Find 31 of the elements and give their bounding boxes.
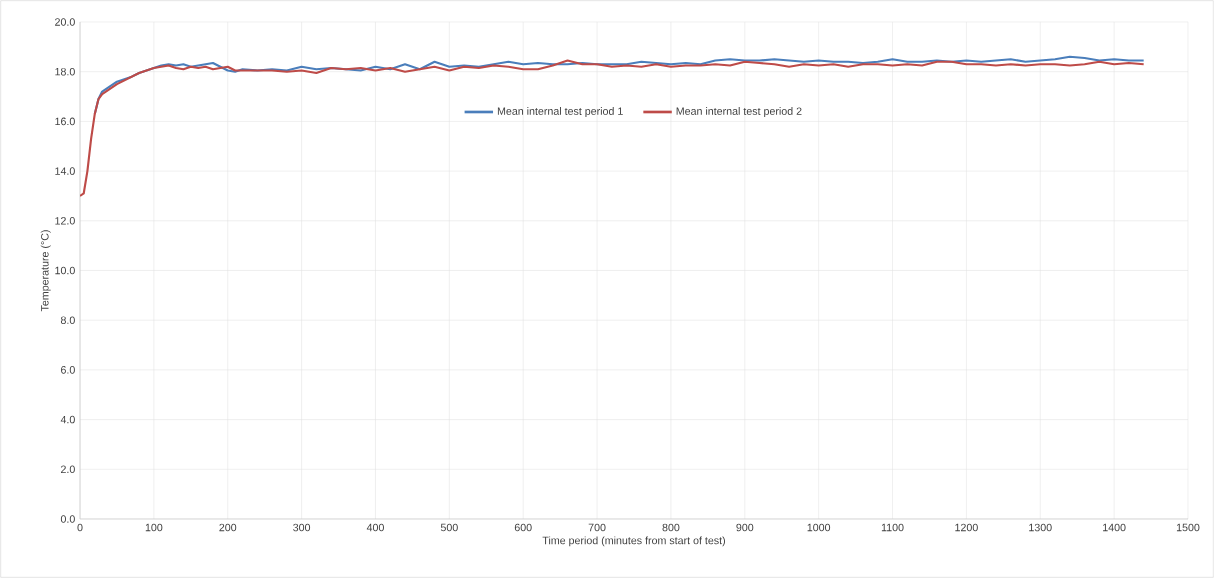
x-tick-label: 1500 bbox=[1176, 523, 1200, 532]
x-tick-label: 1400 bbox=[1103, 523, 1126, 532]
x-tick-label: 1300 bbox=[1029, 523, 1052, 532]
x-tick-label: 1000 bbox=[807, 523, 831, 532]
x-tick-label: 900 bbox=[736, 523, 754, 532]
x-tick-label: 0 bbox=[77, 523, 83, 532]
x-tick-label: 800 bbox=[662, 523, 680, 532]
y-tick-label: 2.0 bbox=[61, 465, 75, 474]
x-tick-label: 600 bbox=[514, 523, 532, 532]
y-tick-label: 8.0 bbox=[60, 316, 75, 324]
x-tick-label: 500 bbox=[440, 523, 458, 532]
y-tick-label: 10.0 bbox=[55, 266, 75, 275]
x-tick-label: 200 bbox=[219, 523, 237, 532]
y-tick-label: 12.0 bbox=[55, 217, 75, 225]
y-tick-label: 16.0 bbox=[55, 117, 75, 126]
x-tick-label: 1200 bbox=[955, 523, 978, 532]
y-tick-label: 6.0 bbox=[61, 366, 75, 374]
x-tick-label: 700 bbox=[588, 523, 606, 532]
x-axis-title: Time period (minutes from start of test) bbox=[542, 536, 725, 547]
y-tick-label: 4.0 bbox=[60, 415, 75, 424]
y-axis-title: Temperature (°C) bbox=[40, 230, 51, 312]
y-tick-label: 14.0 bbox=[55, 167, 75, 175]
x-tick-label: 1100 bbox=[881, 523, 904, 532]
y-tick-label: 20.0 bbox=[55, 18, 75, 26]
legend-label: Mean internal test period 1 bbox=[497, 107, 623, 118]
x-tick-label: 100 bbox=[145, 523, 163, 532]
x-tick-label: 300 bbox=[293, 523, 311, 532]
x-tick-label: 400 bbox=[366, 523, 384, 532]
legend-label: Mean internal test period 2 bbox=[676, 107, 802, 118]
y-tick-label: 0.0 bbox=[60, 515, 75, 523]
y-tick-label: 18.0 bbox=[55, 67, 75, 76]
